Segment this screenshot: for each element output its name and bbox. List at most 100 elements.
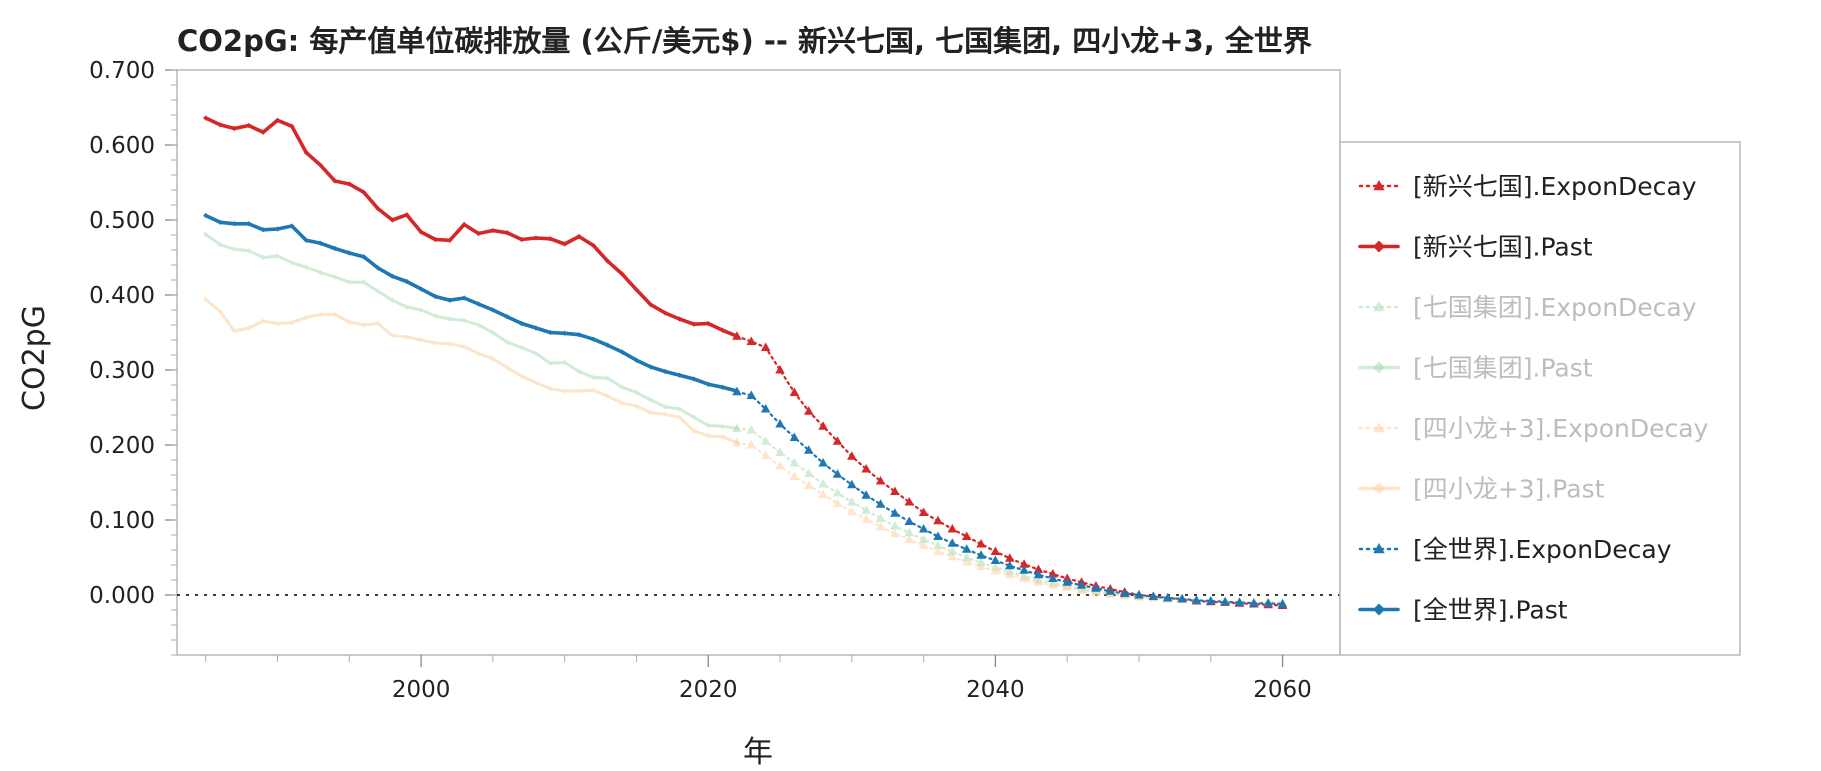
data-point [576, 332, 582, 338]
data-point [1249, 598, 1259, 607]
data-point [346, 279, 352, 285]
data-point [605, 258, 611, 264]
data-point [1005, 569, 1015, 579]
data-point [775, 365, 785, 374]
data-point [648, 397, 654, 403]
data-point [720, 384, 726, 390]
data-point [490, 356, 496, 362]
data-point [361, 279, 367, 285]
data-point [317, 240, 324, 246]
data-point [346, 181, 352, 187]
data-point [547, 329, 553, 336]
data-point [918, 540, 929, 549]
data-point [547, 386, 553, 392]
y-tick-label: 0.400 [89, 283, 155, 309]
data-point [904, 516, 915, 525]
data-point [1134, 590, 1144, 599]
data-point [933, 540, 943, 549]
legend-swatch-marker [1373, 603, 1385, 616]
data-point [361, 322, 367, 328]
data-point [562, 330, 568, 336]
data-point [274, 226, 281, 232]
data-point [1091, 587, 1101, 597]
data-point [818, 458, 828, 467]
legend-item: [全世界].Past [1358, 596, 1568, 625]
data-point [861, 464, 871, 473]
data-point [389, 217, 395, 223]
data-point [404, 212, 410, 218]
data-point [274, 117, 281, 123]
legend-label: [全世界].ExponDecay [1413, 535, 1672, 564]
legend-item: [新兴七国].Past [1358, 233, 1593, 262]
x-tick-label: 2020 [679, 677, 738, 703]
data-point [332, 274, 338, 280]
data-point [332, 245, 338, 252]
data-point [746, 425, 757, 434]
data-point [375, 265, 381, 271]
data-point [804, 480, 814, 489]
legend-swatch-marker [1373, 422, 1385, 433]
data-point [1019, 573, 1029, 582]
data-point [447, 237, 453, 243]
data-point [418, 229, 424, 235]
y-tick-label: 0.100 [89, 508, 155, 534]
data-point [432, 293, 439, 300]
data-point [289, 320, 295, 326]
data-point [890, 486, 900, 495]
data-point [648, 364, 654, 370]
data-point [303, 314, 309, 321]
y-tick-label: 0.200 [89, 433, 155, 459]
legend-label: [新兴七国].ExponDecay [1413, 172, 1697, 201]
data-point [203, 115, 209, 121]
data-point [760, 342, 771, 351]
data-point [590, 242, 596, 249]
data-point [303, 237, 309, 243]
data-point [1162, 593, 1173, 602]
data-point [246, 325, 252, 331]
series-line [203, 116, 739, 338]
data-point [734, 333, 740, 339]
data-point [375, 288, 381, 294]
data-point [1048, 569, 1058, 578]
data-point [231, 125, 238, 132]
legend-swatch-marker [1373, 543, 1385, 554]
data-point [217, 219, 223, 225]
data-point [547, 236, 553, 242]
data-point [990, 555, 1001, 564]
data-point [691, 428, 697, 434]
data-point [676, 316, 683, 322]
data-point [605, 375, 611, 381]
data-point [432, 313, 439, 319]
data-point [847, 497, 857, 506]
data-point [1277, 599, 1288, 608]
data-point [875, 521, 886, 531]
y-axis-title: CO2pG [17, 305, 52, 411]
data-point [705, 381, 711, 387]
data-point [918, 507, 929, 516]
data-point [361, 254, 367, 260]
x-axis: 2000 2020 2040 2060 [205, 655, 1312, 703]
data-point [804, 406, 814, 415]
data-point [1220, 596, 1230, 606]
legend-swatch-marker [1373, 361, 1385, 374]
data-point [662, 411, 668, 417]
data-point [933, 546, 943, 555]
data-point [231, 221, 238, 227]
data-point [518, 373, 525, 379]
data-point [904, 527, 915, 537]
y-tick-label: 0.600 [89, 133, 155, 159]
data-point [1191, 595, 1202, 604]
plot-area [176, 69, 1341, 656]
data-point [576, 368, 582, 375]
data-point [961, 552, 972, 561]
legend-label: [四小龙+3].Past [1413, 475, 1605, 504]
series-line [204, 298, 739, 445]
data-point [918, 524, 929, 533]
data-point [633, 403, 640, 409]
data-point [389, 332, 395, 339]
data-point [375, 206, 381, 212]
data-point [1076, 585, 1087, 594]
data-point [890, 521, 900, 530]
data-point [375, 320, 381, 327]
data-point [1019, 559, 1029, 568]
